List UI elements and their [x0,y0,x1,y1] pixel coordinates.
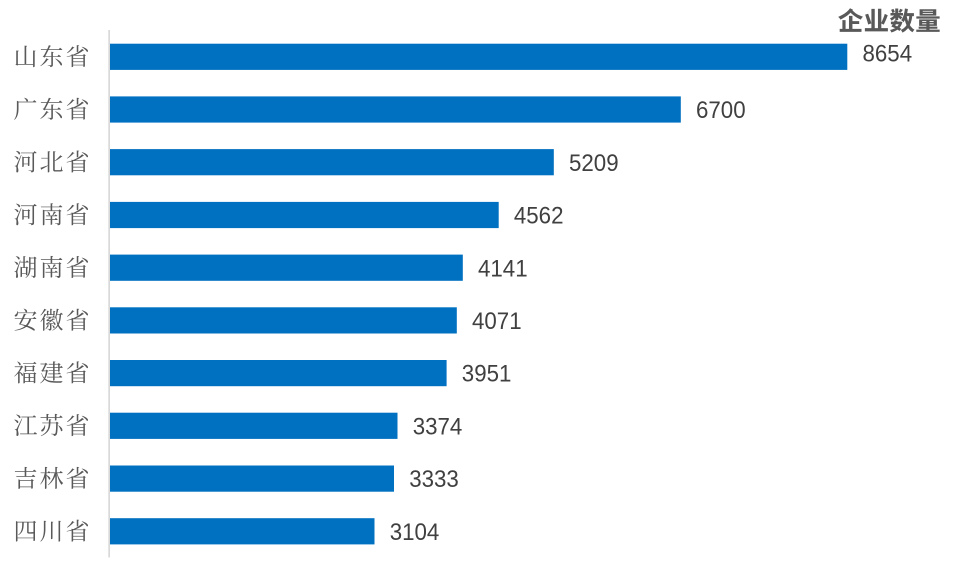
svg-text:4141: 4141 [478,255,528,282]
svg-text:8654: 8654 [863,41,913,68]
svg-text:6700: 6700 [696,97,746,124]
svg-text:3374: 3374 [413,413,463,440]
svg-text:3104: 3104 [390,519,440,546]
svg-text:4071: 4071 [472,308,522,335]
svg-text:3333: 3333 [409,466,459,493]
svg-text:5209: 5209 [569,150,619,177]
svg-text:4562: 4562 [514,203,564,230]
svg-text:3951: 3951 [462,361,512,388]
